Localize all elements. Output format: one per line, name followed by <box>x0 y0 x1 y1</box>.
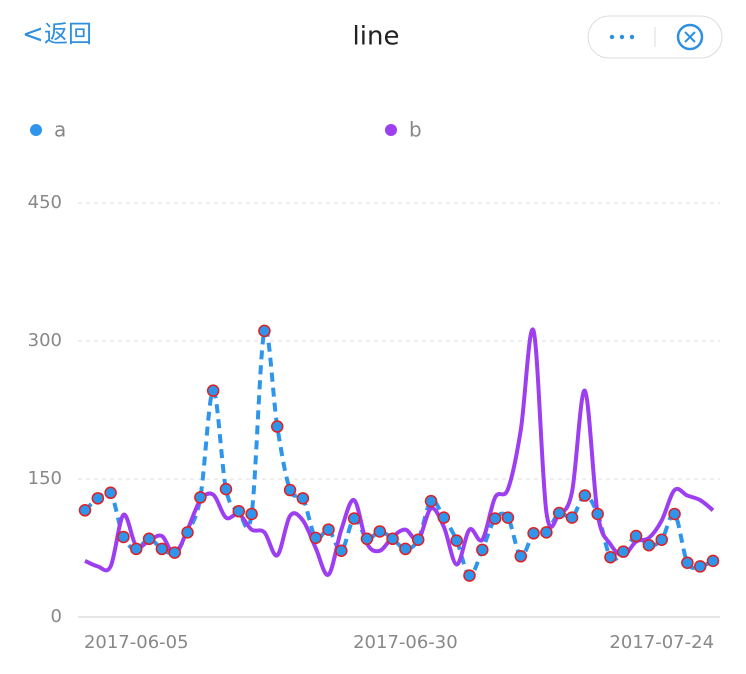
point <box>283 483 297 497</box>
point <box>578 489 592 502</box>
point <box>617 545 630 558</box>
close-button[interactable] <box>676 23 704 51</box>
x-tick-label: 2017-06-05 <box>84 632 189 653</box>
point <box>527 527 540 540</box>
point <box>78 504 92 517</box>
point <box>437 511 451 524</box>
point <box>373 525 387 538</box>
series-line <box>83 327 714 578</box>
y-tick-label: 450 <box>28 192 62 213</box>
point <box>488 512 502 525</box>
chart: 0 150 300 450 2017-06-05 2017-06-30 2017-07-24… <box>28 118 720 653</box>
point <box>655 533 668 546</box>
point <box>322 523 335 536</box>
point <box>117 530 130 544</box>
x-tick-label: 2017-07-24 <box>609 632 714 653</box>
back-button[interactable]: 返回 <box>44 20 92 48</box>
point <box>668 507 681 521</box>
series-line <box>84 327 715 577</box>
point <box>463 569 476 582</box>
y-tick-label: 0 <box>51 606 62 627</box>
point <box>399 542 412 556</box>
point <box>501 511 515 524</box>
point <box>309 531 322 545</box>
point <box>206 384 220 397</box>
point <box>604 550 617 564</box>
point <box>411 533 425 546</box>
point <box>591 507 604 521</box>
more-button[interactable] <box>609 34 635 40</box>
point <box>194 491 207 504</box>
point <box>270 420 284 433</box>
point <box>693 560 707 573</box>
point <box>552 506 566 520</box>
point <box>424 494 438 508</box>
page-title: line <box>353 22 400 52</box>
legend-marker <box>385 124 397 136</box>
legend-marker <box>30 124 42 136</box>
point <box>347 512 361 525</box>
point <box>540 526 553 539</box>
point <box>386 532 399 546</box>
y-tick-label: 300 <box>28 330 62 351</box>
point <box>104 486 117 500</box>
y-tick-label: 150 <box>28 468 62 489</box>
legend-label: b <box>409 118 422 142</box>
point <box>142 532 156 546</box>
point <box>335 544 348 558</box>
point <box>629 529 643 543</box>
point <box>296 492 310 505</box>
point <box>91 492 105 505</box>
point <box>130 542 143 556</box>
point <box>642 538 656 552</box>
point <box>258 324 271 338</box>
point <box>219 482 233 496</box>
point <box>565 511 579 524</box>
point <box>514 550 528 563</box>
legend-label: a <box>54 118 66 142</box>
point <box>706 554 720 568</box>
point <box>360 532 374 546</box>
point <box>681 556 694 569</box>
point <box>476 543 489 557</box>
point <box>155 542 169 556</box>
point <box>450 534 463 547</box>
point <box>245 507 258 521</box>
x-tick-label: 2017-06-30 <box>353 632 458 653</box>
back-arrow[interactable]: < <box>22 20 44 50</box>
point <box>181 526 194 539</box>
point <box>168 546 181 559</box>
point <box>232 504 246 518</box>
